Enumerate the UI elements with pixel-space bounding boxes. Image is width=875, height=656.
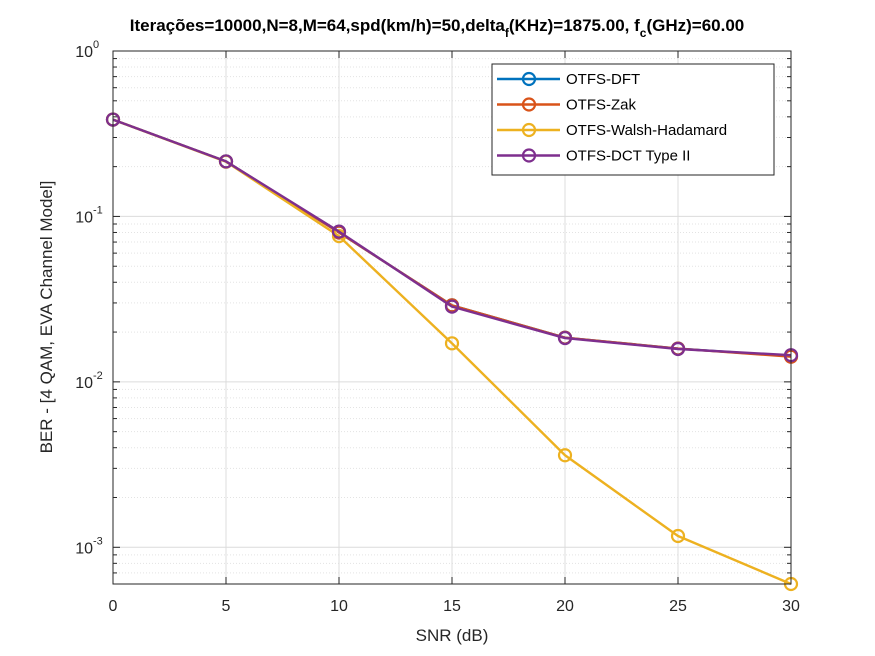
y-tick-label: 10 <box>75 375 93 392</box>
plot-frame <box>112 50 792 585</box>
x-axis-label: SNR (dB) <box>416 626 489 645</box>
y-tick-label: 10 <box>75 44 93 61</box>
data-point <box>218 154 234 169</box>
legend: OTFS-DFT OTFS-Zak OTFS-Walsh-Hadamard OTFS-… <box>491 63 775 176</box>
y-tick-label: 10 <box>75 209 93 226</box>
legend-label: OTFS-DFT <box>566 71 640 88</box>
y-tick-exponent: 0 <box>93 39 99 51</box>
y-tick-label: 10 <box>75 540 93 557</box>
data-point <box>557 448 573 463</box>
legend-marker <box>521 148 537 163</box>
x-tick-label: 10 <box>330 598 348 615</box>
x-tick-label: 5 <box>222 598 231 615</box>
data-point <box>557 330 573 346</box>
y-tick-exponent: -3 <box>93 535 103 547</box>
legend-marker <box>521 97 537 112</box>
x-tick-label: 30 <box>782 598 800 615</box>
x-tick-label: 20 <box>556 598 574 615</box>
data-point <box>444 299 460 314</box>
legend-label: OTFS-Walsh-Hadamard <box>566 122 727 139</box>
series-line <box>112 118 792 357</box>
legend-marker <box>521 71 537 87</box>
legend-item-2: OTFS-Zak <box>497 97 636 114</box>
legend-label: OTFS-DCT Type II <box>566 148 690 165</box>
data-point <box>670 341 686 357</box>
legend-item-4: OTFS-DCT Type II <box>497 148 690 165</box>
data-point <box>444 336 460 351</box>
chart-title: Iterações=10000,N=8,M=64,spd(km/h)=50,de… <box>130 16 745 40</box>
legend-item-1: OTFS-DFT <box>497 71 640 88</box>
legend-marker <box>521 122 537 138</box>
axes: 10 010 -110 -210 -30 5 10 15 20 25 30 <box>75 39 800 615</box>
x-tick-label: 0 <box>109 598 118 615</box>
y-tick-exponent: -2 <box>93 370 103 382</box>
x-tick-label: 15 <box>443 598 461 615</box>
legend-item-3: OTFS-Walsh-Hadamard <box>497 122 727 139</box>
y-tick-exponent: -1 <box>93 204 103 216</box>
data-point <box>331 224 347 239</box>
y-axis-label: BER - [4 QAM, EVA Channel Model] <box>37 181 56 454</box>
data-point <box>670 528 686 544</box>
x-tick-label: 25 <box>669 598 687 615</box>
legend-label: OTFS-Zak <box>566 97 636 114</box>
